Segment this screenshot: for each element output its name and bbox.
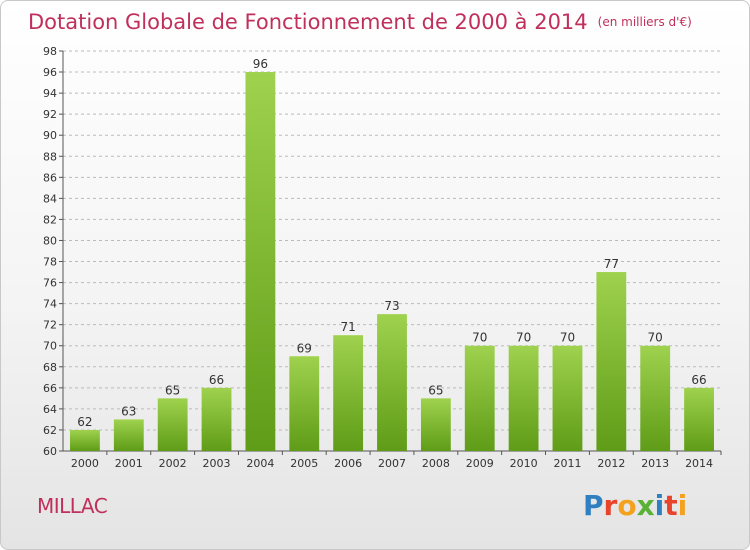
y-tick-label: 78: [43, 256, 57, 269]
y-tick-label: 98: [43, 45, 57, 58]
x-tick-label: 2010: [510, 457, 538, 470]
bar-value-label: 77: [604, 257, 619, 271]
logo-letter: i: [654, 489, 665, 522]
bar: [289, 356, 320, 451]
logo-letter: t: [664, 489, 678, 522]
y-tick-label: 70: [43, 340, 57, 353]
bar: [640, 345, 671, 451]
bar-value-label: 63: [121, 404, 136, 418]
bar-value-label: 66: [691, 373, 706, 387]
bar-value-label: 70: [648, 331, 663, 345]
proxiti-logo: Proxiti: [583, 489, 687, 522]
y-tick-label: 76: [43, 277, 57, 290]
x-tick-label: 2009: [466, 457, 494, 470]
x-tick-label: 2005: [290, 457, 318, 470]
y-tick-label: 66: [43, 382, 57, 395]
bar: [552, 345, 583, 451]
y-tick-label: 72: [43, 319, 57, 332]
x-tick-label: 2013: [641, 457, 669, 470]
x-tick-label: 2006: [334, 457, 362, 470]
x-tick-label: 2008: [422, 457, 450, 470]
bar: [201, 387, 232, 451]
y-tick-label: 62: [43, 424, 57, 437]
bar: [113, 419, 144, 451]
bar: [333, 335, 364, 451]
bar: [377, 314, 407, 451]
bar: [157, 398, 188, 451]
x-tick-label: 2004: [246, 457, 274, 470]
y-tick-label: 60: [43, 445, 57, 458]
y-tick-label: 92: [43, 108, 57, 121]
bar: [508, 345, 539, 451]
bar-value-label: 70: [560, 331, 575, 345]
x-tick-label: 2011: [553, 457, 581, 470]
x-tick-label: 2003: [203, 457, 231, 470]
logo-letter: r: [603, 489, 618, 522]
bar-value-label: 65: [165, 383, 180, 397]
bar: [420, 398, 451, 451]
y-tick-label: 74: [43, 298, 57, 311]
y-tick-label: 88: [43, 150, 57, 163]
x-tick-label: 2001: [115, 457, 143, 470]
logo-letter: o: [617, 489, 637, 522]
logo-letter: P: [583, 489, 604, 522]
x-tick-label: 2012: [597, 457, 625, 470]
logo-letter: i: [677, 489, 688, 522]
y-tick-label: 96: [43, 66, 57, 79]
y-tick-label: 80: [43, 234, 57, 247]
logo-letter: x: [636, 489, 655, 522]
bar-value-label: 62: [77, 415, 92, 429]
bar-value-label: 69: [297, 341, 312, 355]
chart-title: Dotation Globale de Fonctionnement de 20…: [28, 10, 692, 34]
chart-title-text: Dotation Globale de Fonctionnement de 20…: [28, 10, 588, 34]
y-tick-label: 84: [43, 192, 57, 205]
y-tick-label: 64: [43, 403, 57, 416]
commune-name: MILLAC: [37, 494, 108, 518]
bar-value-label: 70: [516, 331, 531, 345]
bar-value-label: 71: [340, 320, 355, 334]
y-tick-label: 68: [43, 361, 57, 374]
bar-value-label: 73: [384, 299, 399, 313]
bar: [596, 272, 627, 451]
x-tick-label: 2014: [685, 457, 713, 470]
y-tick-label: 86: [43, 171, 57, 184]
bar: [70, 429, 100, 451]
bar-value-label: 96: [253, 57, 268, 71]
y-tick-label: 90: [43, 129, 57, 142]
bar: [464, 345, 495, 451]
y-tick-label: 94: [43, 87, 57, 100]
bar: [245, 72, 276, 451]
x-tick-label: 2007: [378, 457, 406, 470]
bar-value-label: 70: [472, 331, 487, 345]
bar-value-label: 65: [428, 383, 443, 397]
x-tick-label: 2002: [159, 457, 187, 470]
bar-value-label: 66: [209, 373, 224, 387]
bar: [684, 387, 714, 451]
x-tick-label: 2000: [71, 457, 99, 470]
y-tick-label: 82: [43, 213, 57, 226]
chart-unit: (en milliers d'€): [597, 15, 692, 29]
